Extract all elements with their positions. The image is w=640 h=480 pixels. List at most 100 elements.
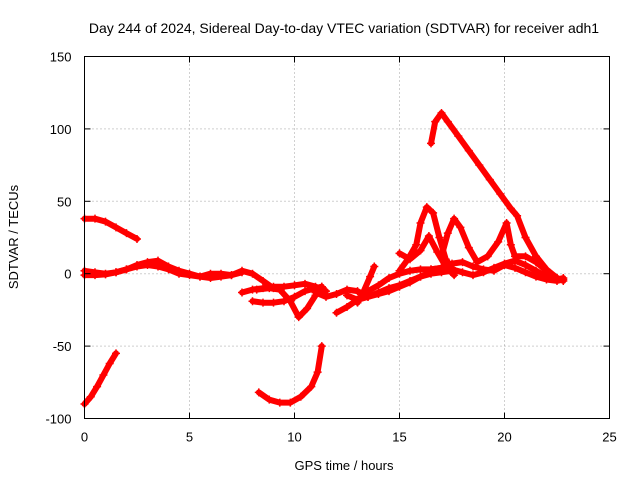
data-point (238, 288, 246, 297)
data-point (448, 265, 456, 274)
data-point (485, 175, 494, 184)
data-point (458, 268, 467, 277)
y-tick-label: -100 (45, 412, 71, 427)
chart-title: Day 244 of 2024, Sidereal Day-to-day VTE… (89, 20, 599, 36)
data-point (122, 229, 131, 238)
data-point (542, 272, 551, 281)
grid (84, 56, 610, 419)
data-point (521, 268, 530, 277)
data-point (532, 258, 540, 267)
data-point (437, 263, 446, 272)
data-point (313, 368, 322, 377)
data-point (422, 203, 431, 212)
data-point (217, 269, 225, 278)
y-tick-label: -50 (53, 339, 72, 354)
data-point (395, 249, 404, 258)
data-point (374, 288, 383, 297)
data-point (248, 297, 257, 306)
series-track-1 (80, 214, 141, 243)
data-point (406, 276, 414, 285)
data-point (252, 285, 261, 294)
axis-ticks: 0 5 10 15 20 25 -100 -50 0 50 100 150 (45, 50, 616, 445)
data-point (506, 240, 515, 249)
data-point (424, 232, 433, 241)
data-point (559, 274, 568, 283)
data-point (427, 265, 435, 274)
data-point (395, 266, 404, 275)
data-point (521, 261, 530, 270)
data-point (406, 266, 414, 275)
series-track-18 (448, 256, 568, 284)
data-point (238, 266, 246, 275)
series-track-2 (80, 349, 120, 409)
data-point (385, 284, 393, 293)
data-point (427, 139, 435, 148)
series-track-16 (437, 214, 561, 283)
data-point (359, 287, 368, 296)
data-point (286, 398, 295, 407)
data-point (406, 255, 414, 264)
data-point (511, 256, 519, 265)
x-tick-label: 10 (287, 430, 301, 445)
data-point (112, 349, 120, 358)
data-point (511, 263, 519, 272)
y-tick-label: 150 (50, 50, 72, 65)
series-track-4 (80, 261, 278, 293)
data-point (450, 214, 459, 223)
data-point (254, 388, 263, 397)
data-point (143, 261, 152, 270)
data-point (275, 398, 284, 407)
data-point (500, 259, 509, 268)
series-track-8 (254, 342, 326, 407)
data-point (290, 281, 299, 290)
data-point (506, 204, 515, 213)
data-point (464, 146, 473, 155)
data-point (416, 272, 425, 281)
series-line (255, 343, 325, 406)
data-point (502, 219, 511, 228)
data-point (366, 272, 375, 281)
data-point (370, 262, 379, 271)
data-point (332, 289, 341, 298)
data-point (322, 292, 330, 301)
data-point (395, 281, 404, 290)
series-track-7 (252, 282, 326, 322)
data-point (496, 190, 505, 199)
plot-frame (84, 56, 610, 419)
data-point (343, 303, 351, 312)
data-point (86, 392, 95, 401)
data-point (521, 233, 530, 242)
data-point (416, 265, 425, 274)
y-tick-label: 50 (57, 194, 71, 209)
data-point (443, 229, 452, 238)
data-point (265, 284, 274, 293)
data-point (532, 266, 540, 275)
data-point (332, 308, 341, 317)
data-point (521, 252, 530, 261)
data-point (112, 223, 120, 232)
data-point (290, 292, 299, 301)
data-point (101, 217, 110, 226)
data-point (494, 237, 503, 246)
data-point (412, 240, 421, 249)
data-point (317, 282, 326, 291)
data-point (429, 208, 438, 217)
x-tick-label: 25 (602, 430, 616, 445)
data-point (296, 392, 305, 401)
data-point (286, 297, 295, 306)
data-point (93, 382, 102, 391)
data-point (437, 252, 446, 261)
data-point (374, 281, 383, 290)
data-point (101, 270, 110, 279)
data-point (206, 269, 215, 278)
series-line (81, 350, 119, 407)
data-point (416, 246, 425, 255)
data-point (443, 117, 452, 126)
data-series (80, 108, 568, 409)
data-point (99, 371, 108, 380)
data-point (280, 282, 288, 291)
data-point (307, 382, 316, 391)
data-point (185, 271, 194, 280)
series-line (81, 215, 140, 242)
data-point (301, 287, 309, 296)
